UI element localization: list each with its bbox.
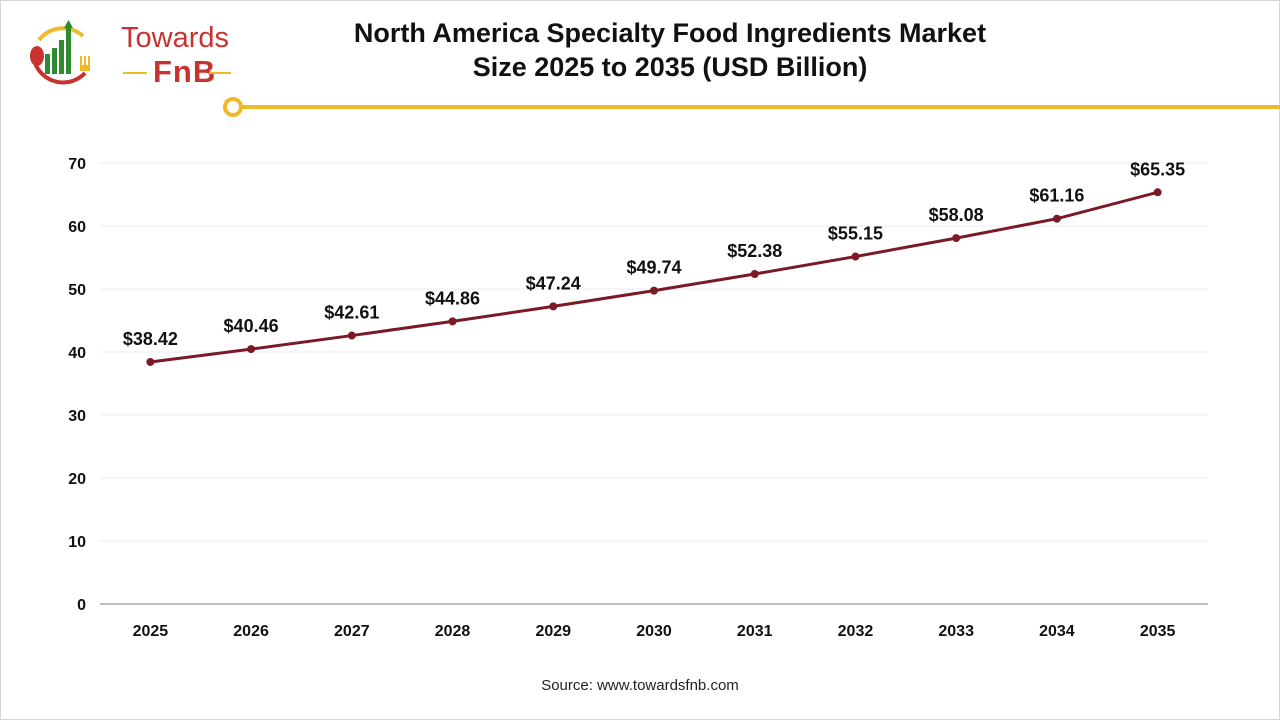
x-tick-label: 2031 [737,623,773,640]
chart-title: North America Specialty Food Ingredients… [353,18,987,82]
source-note: Source: www.towardsfnb.com [541,677,739,694]
logo-text-towards: Towards [121,22,229,54]
data-label: $65.35 [1130,159,1185,179]
data-label: $38.42 [123,329,178,349]
data-label: $55.15 [828,224,883,244]
logo-divider [209,72,231,74]
data-point [247,345,256,354]
data-point [1153,188,1162,197]
data-point [146,357,155,366]
x-tick-label: 2030 [636,623,672,640]
y-tick-label: 20 [68,471,86,488]
data-point [1052,214,1061,223]
data-label: $47.24 [526,273,581,293]
y-tick-label: 10 [68,534,86,551]
x-tick-label: 2025 [133,623,169,640]
logo-text-fnb: FnB [153,54,217,89]
x-tick-label: 2029 [535,623,571,640]
data-label: $58.08 [929,205,984,225]
logo-divider [123,72,147,74]
x-tick-label: 2027 [334,623,370,640]
logo: Towards FnB [25,18,231,89]
y-tick-label: 50 [68,282,86,299]
y-tick-label: 70 [68,156,86,173]
y-tick-label: 0 [77,597,86,614]
data-point [952,234,961,243]
x-tick-label: 2026 [233,623,269,640]
x-tick-label: 2028 [435,623,471,640]
data-label: $44.86 [425,288,480,308]
data-label: $61.16 [1029,186,1084,206]
x-tick-label: 2034 [1039,623,1075,640]
y-tick-label: 30 [68,408,86,425]
data-point [347,331,356,340]
y-tick-label: 40 [68,345,86,362]
data-point [549,302,558,311]
data-point [650,286,658,295]
data-label: $42.61 [324,303,379,323]
data-point [750,270,759,279]
data-label: $52.38 [727,241,782,261]
x-tick-label: 2035 [1140,623,1176,640]
y-tick-label: 60 [68,219,86,236]
accent-circle-icon [223,97,243,117]
data-label: $40.46 [224,316,279,336]
data-point [851,252,860,261]
data-label: $49.74 [626,258,681,278]
logo-emblem-icon [30,20,90,85]
data-point [448,317,457,326]
x-tick-label: 2032 [838,623,874,640]
x-tick-label: 2033 [938,623,974,640]
